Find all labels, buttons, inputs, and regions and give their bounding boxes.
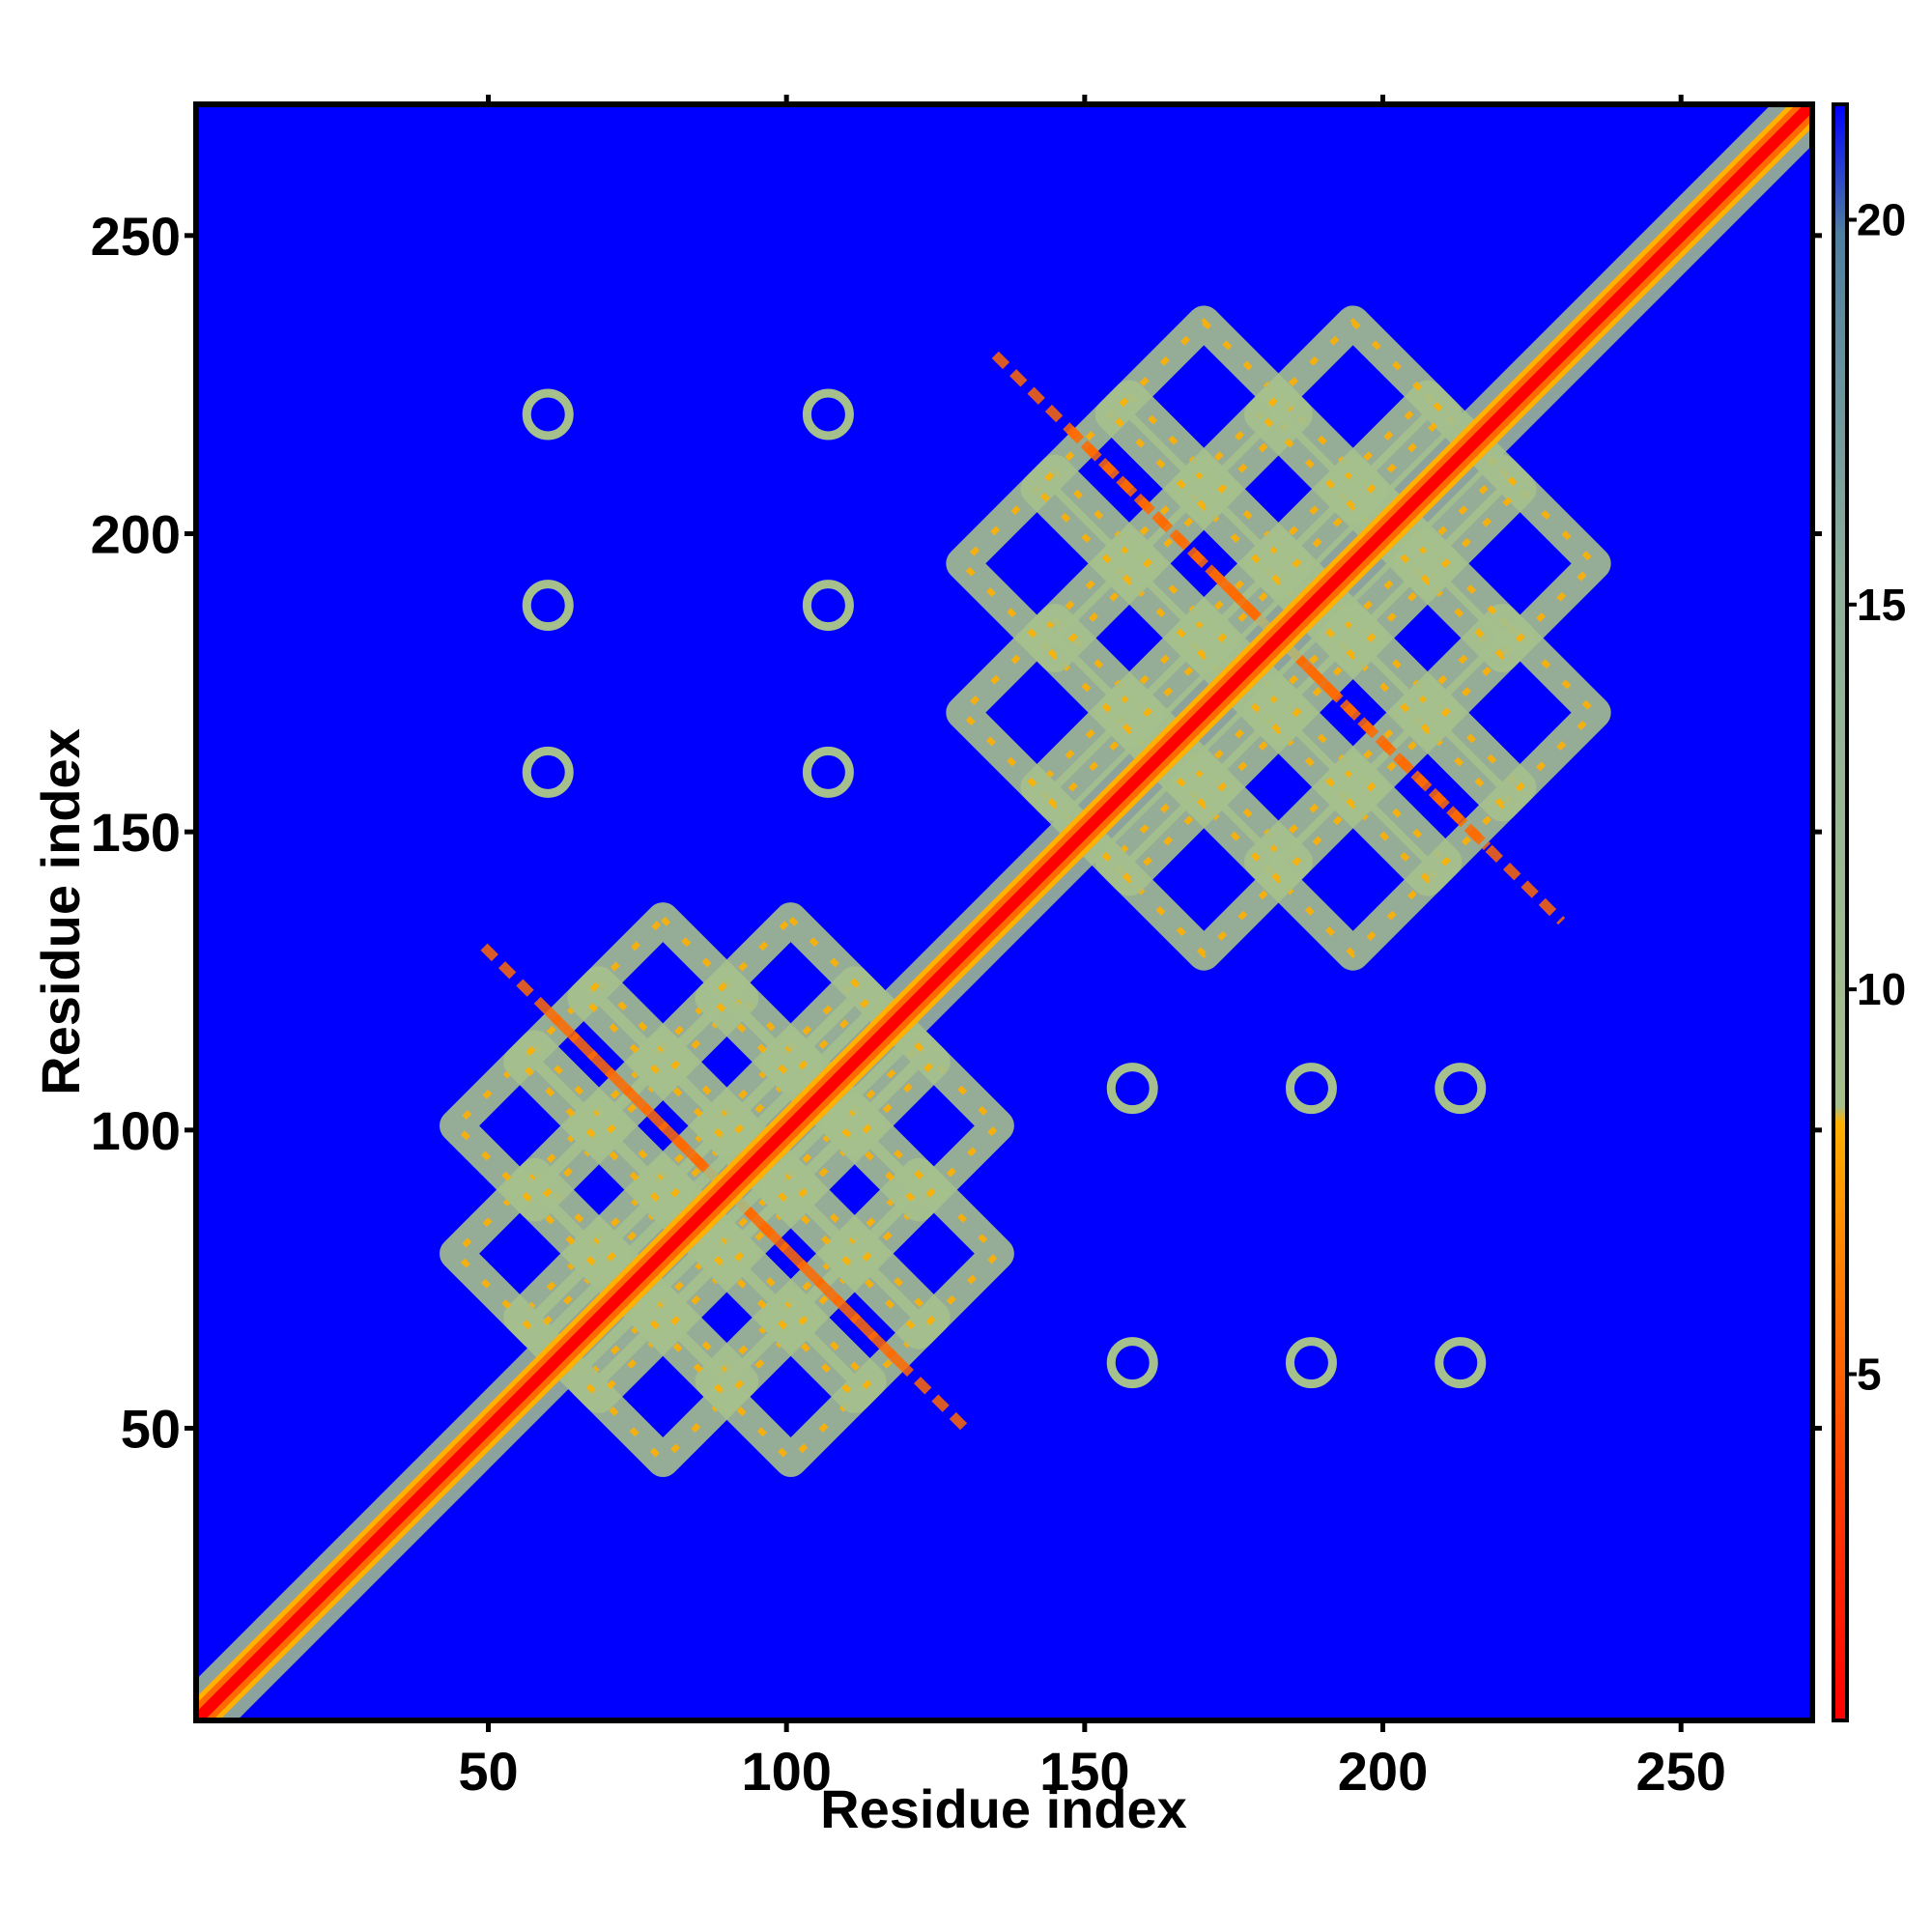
contact-ring-core: [958, 615, 1151, 810]
contact-spot: [802, 746, 854, 798]
contact-ring-core: [1181, 392, 1376, 586]
y-axis-ticks: 50 100 150 200 250: [91, 206, 1822, 1460]
contact-ring-core: [1033, 392, 1227, 586]
contact-spot: [802, 580, 854, 632]
y-tick-label: 150: [91, 802, 181, 863]
contact-spot: [1435, 1063, 1487, 1115]
colorbar-tick-label: 15: [1857, 580, 1906, 630]
diagonal-band-layer: [196, 104, 1812, 1720]
y-tick-label: 250: [91, 206, 181, 267]
colorbar-ticks: 5 10 15 20: [1847, 195, 1906, 1400]
heatmap-area: [196, 104, 1812, 1720]
x-axis-ticks: 50 100 150 200 250: [458, 95, 1726, 1802]
x-tick-label: 200: [1338, 1741, 1428, 1802]
contact-ring: [695, 1285, 887, 1478]
contact-ring-core: [1107, 765, 1301, 958]
contact-spot: [1435, 1337, 1487, 1389]
colorbar-gradient: [1833, 104, 1847, 1720]
contact-ring-core: [1330, 541, 1524, 735]
contact-ring-core: [958, 467, 1151, 661]
contact-ring: [822, 1030, 1014, 1222]
contact-ring-core: [1033, 541, 1227, 735]
anti-parallel-contact: [736, 1199, 974, 1436]
contact-spot: [1106, 1063, 1158, 1115]
anti-parallel-contact: [480, 943, 718, 1180]
anti-parallel-contact: [1290, 649, 1566, 925]
contact-ring: [695, 902, 887, 1094]
contact-ring-core: [1406, 467, 1599, 661]
colorbar-tick-label: 5: [1857, 1350, 1882, 1400]
contact-spot: [1285, 1337, 1337, 1389]
contact-ring-core: [1107, 318, 1301, 511]
contact-block-domain-1: [439, 902, 1014, 1478]
contact-spots: [522, 388, 1487, 1389]
contact-spot: [802, 388, 854, 440]
x-tick-label: 50: [458, 1741, 518, 1802]
x-tick-label: 250: [1635, 1741, 1725, 1802]
contact-ring-core: [1256, 318, 1450, 511]
colorbar-tick-label: 20: [1857, 195, 1906, 245]
contact-spot: [522, 746, 574, 798]
contact-ring-core: [1181, 690, 1376, 884]
contact-ring: [758, 1221, 951, 1413]
contact-ring-core: [1330, 690, 1524, 884]
contact-ring-core: [1107, 467, 1301, 661]
x-tick-label: 150: [1039, 1741, 1129, 1802]
contact-ring-core: [1256, 765, 1450, 958]
contact-spot: [522, 580, 574, 632]
colorbar-tick-label: 10: [1857, 964, 1906, 1014]
colorbar-frame: [1832, 102, 1849, 1722]
colorbar: 5 10 15 20: [1832, 102, 1906, 1722]
contact-spot: [1285, 1063, 1337, 1115]
plot-frame: [193, 101, 1815, 1723]
anti-parallel-contact: [544, 1007, 781, 1245]
y-tick-label: 50: [121, 1399, 181, 1460]
contact-spot: [522, 388, 574, 440]
contact-ring: [822, 1157, 1014, 1350]
contact-ring: [758, 1094, 951, 1286]
y-tick-label: 200: [91, 503, 181, 564]
y-axis-title: Residue index: [30, 728, 91, 1095]
x-tick-label: 100: [741, 1741, 831, 1802]
contact-spot: [1106, 1337, 1158, 1389]
x-axis-title: Residue index: [820, 1778, 1187, 1839]
contact-ring-core: [1406, 615, 1599, 810]
contact-ring-core: [1256, 615, 1450, 810]
y-tick-label: 100: [91, 1100, 181, 1161]
diagonal-band: [196, 104, 1812, 1720]
